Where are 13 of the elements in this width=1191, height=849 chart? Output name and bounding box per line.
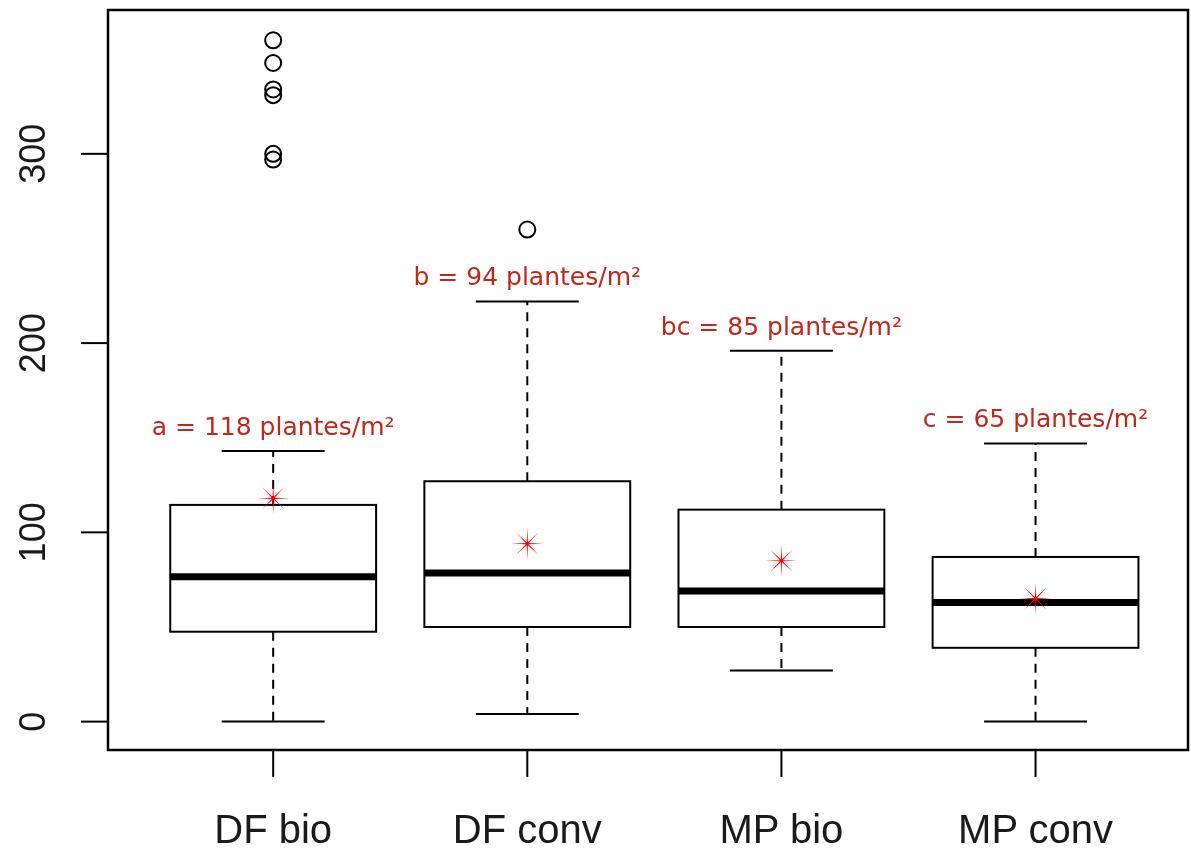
annotation: bc = 85 plantes/m²: [660, 311, 903, 341]
y-tick-label: 200: [12, 313, 53, 374]
x-tick-label: MP conv: [958, 807, 1113, 849]
annotation: b = 94 plantes/m²: [413, 262, 642, 292]
annotation: c = 65 plantes/m²: [922, 404, 1149, 434]
annotation: a = 118 plantes/m²: [151, 411, 395, 441]
x-tick-label: MP bio: [719, 807, 844, 849]
point: [1019, 582, 1052, 615]
y-tick-label: 0: [12, 711, 53, 732]
x-tick-label: DF conv: [452, 807, 602, 849]
x-tick-label: DF bio: [214, 807, 333, 849]
y-tick-label: 100: [12, 502, 53, 563]
y-tick-label: 300: [12, 123, 53, 184]
